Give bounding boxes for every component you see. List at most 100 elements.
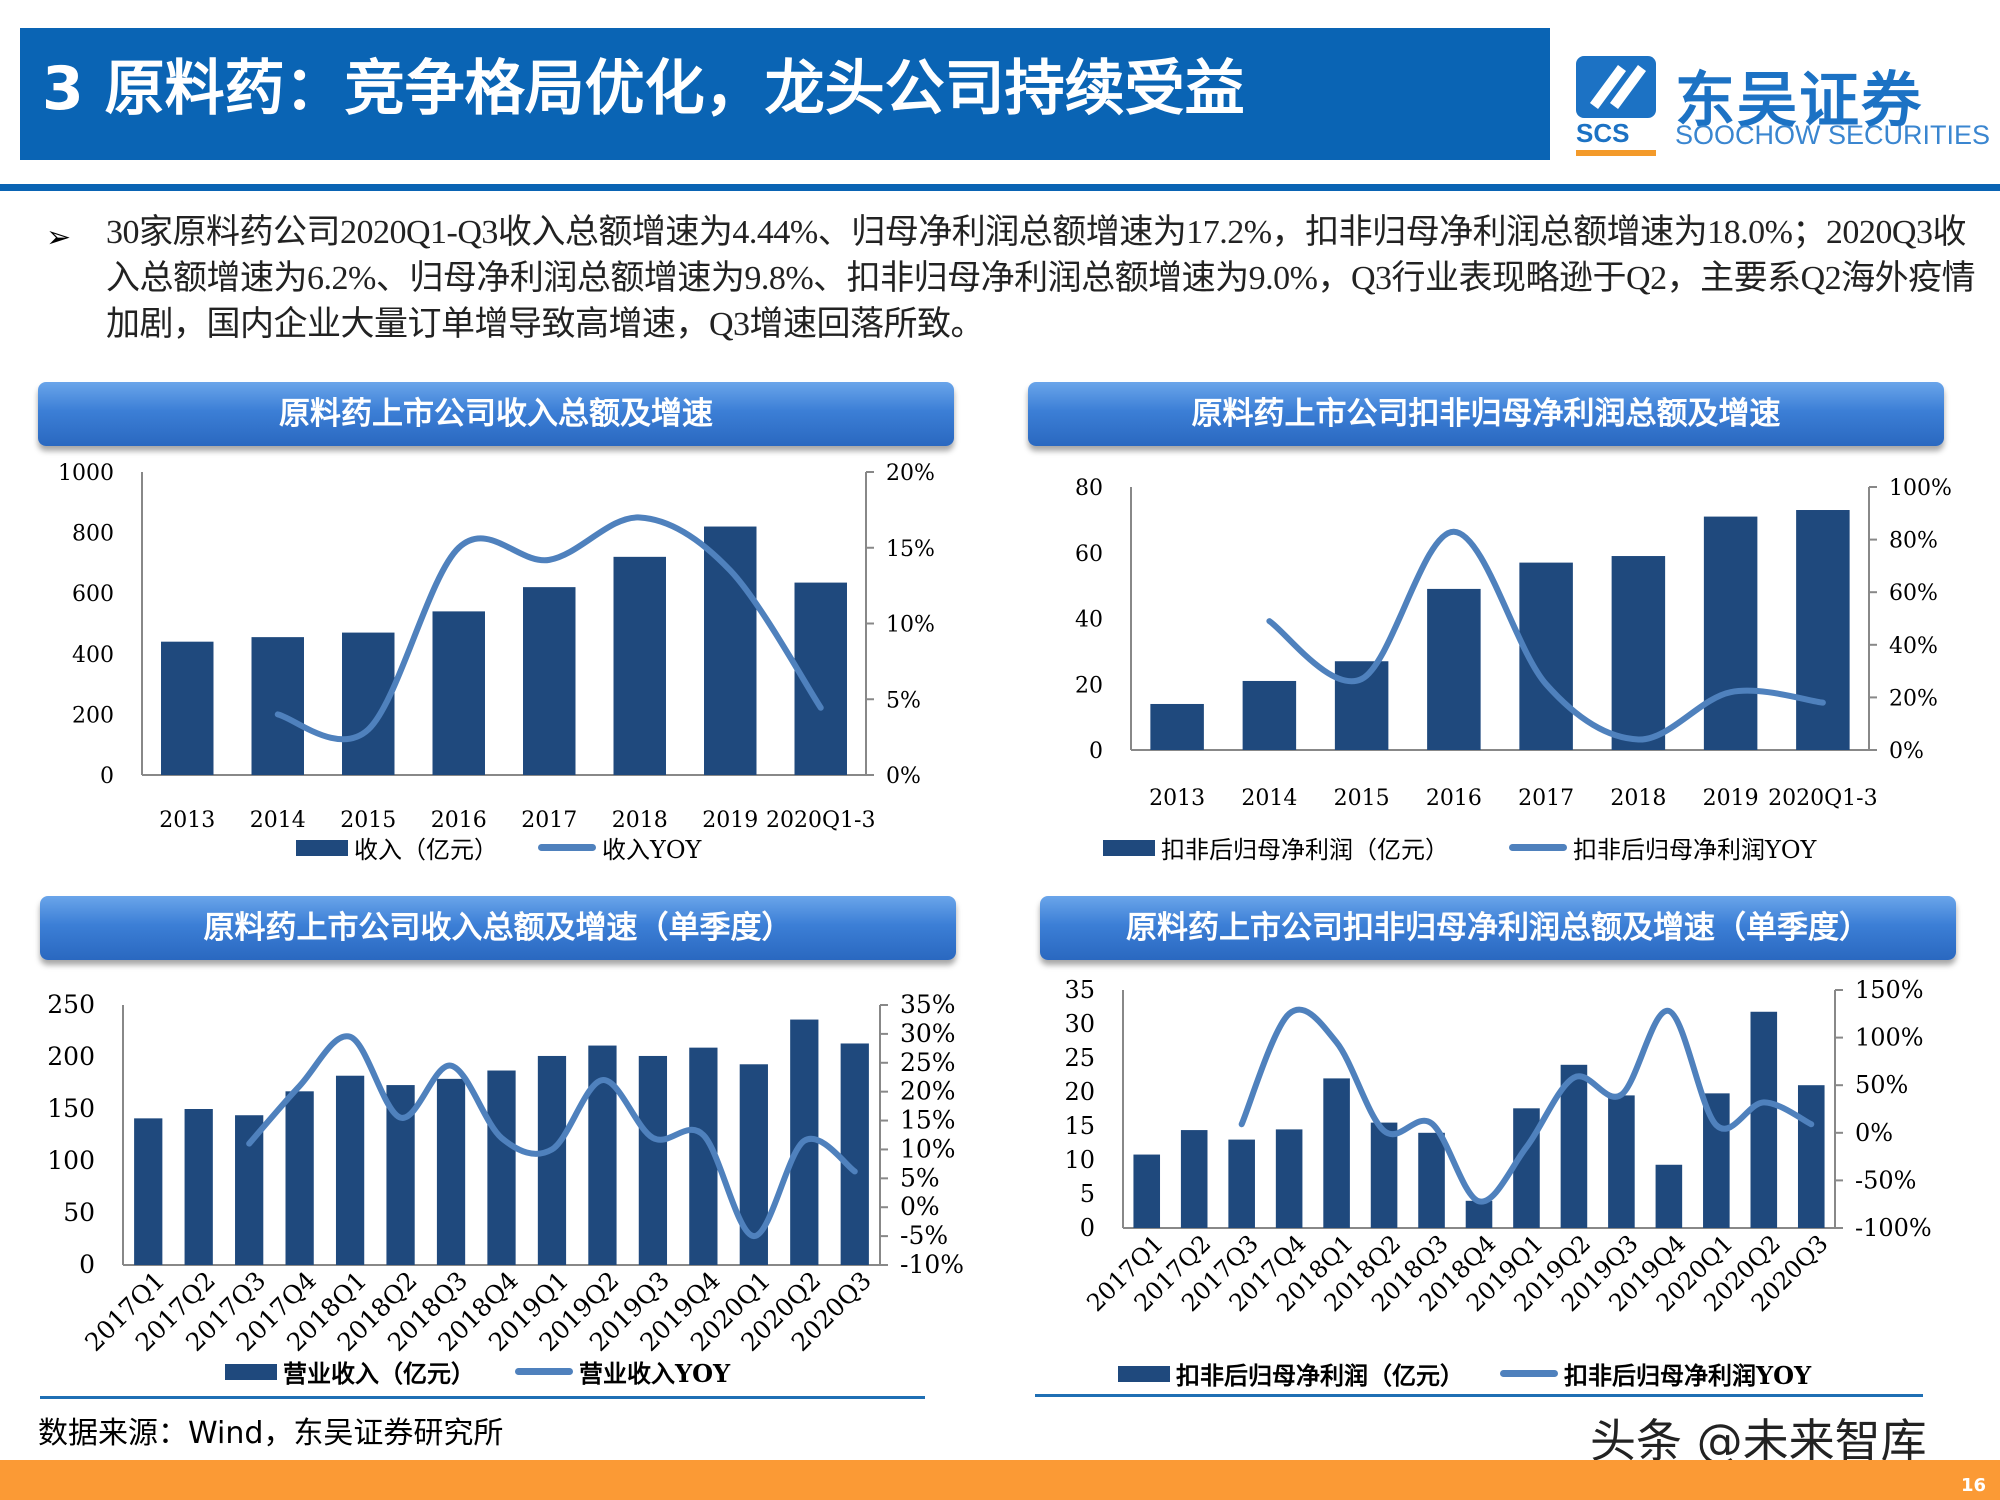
bar — [638, 1055, 668, 1265]
right-tick-label: 20% — [1889, 686, 1938, 711]
bar — [1323, 1078, 1350, 1228]
footer-bar — [0, 1460, 2000, 1500]
bar — [1797, 1085, 1825, 1228]
category-label: 2015 — [340, 808, 396, 833]
right-tick-label: 0% — [1855, 1119, 1893, 1147]
category-label: 2014 — [1241, 786, 1297, 811]
left-tick-label: 50 — [63, 1198, 95, 1227]
bar — [335, 1075, 365, 1265]
page-title: 3 原料药：竞争格局优化，龙头公司持续受益 — [42, 54, 1245, 124]
category-label: 2014 — [250, 808, 306, 833]
right-tick-label: 15% — [886, 537, 935, 562]
left-tick-label: 800 — [72, 522, 114, 547]
bar — [1150, 703, 1204, 750]
left-tick-label: 0 — [1080, 1214, 1095, 1242]
right-tick-label: -10% — [900, 1250, 964, 1279]
chart-title-2: 原料药上市公司扣非归母净利润总额及增速 — [1028, 382, 1944, 446]
bar — [184, 1109, 213, 1265]
left-tick-label: 20 — [1075, 673, 1103, 698]
right-tick-label: -50% — [1855, 1166, 1916, 1194]
chart-title-1: 原料药上市公司收入总额及增速 — [38, 382, 954, 446]
right-tick-label: 20% — [886, 461, 935, 486]
legend-bar-swatch — [225, 1363, 277, 1380]
yoy-line — [274, 514, 824, 743]
left-tick-label: 25 — [1064, 1044, 1095, 1072]
legend-line-swatch — [515, 1368, 573, 1375]
left-tick-label: 250 — [47, 990, 95, 1019]
left-tick-label: 200 — [47, 1042, 95, 1071]
right-tick-label: 60% — [1889, 581, 1938, 606]
bullet-arrow-icon: ➢ — [46, 220, 72, 255]
left-tick-label: 80 — [1075, 476, 1103, 501]
legend-3: 营业收入（亿元） 营业收入YOY — [225, 1354, 730, 1389]
right-tick-label: 35% — [900, 990, 956, 1019]
right-tick-label: 0% — [900, 1192, 940, 1221]
left-tick-label: 30 — [1064, 1010, 1095, 1038]
category-label: 2020Q1-3 — [1768, 786, 1877, 811]
category-label: 2013 — [159, 808, 215, 833]
legend-line-swatch — [1509, 844, 1567, 851]
category-label: 2019 — [702, 808, 758, 833]
right-tick-label: 10% — [886, 613, 935, 638]
bar — [1133, 1154, 1161, 1228]
category-label: 2015 — [1334, 786, 1390, 811]
left-tick-label: 20 — [1064, 1078, 1095, 1106]
legend-bar-label: 扣非后归母净利润（亿元） — [1176, 1361, 1464, 1390]
right-tick-label: 5% — [900, 1163, 940, 1192]
right-tick-label: 50% — [1855, 1071, 1908, 1099]
category-label: 2019 — [1703, 786, 1759, 811]
right-tick-label: 30% — [900, 1019, 956, 1048]
legend-bar-swatch — [296, 839, 348, 856]
right-tick-label: 10% — [900, 1134, 956, 1163]
right-tick-label: 150% — [1855, 976, 1924, 1004]
category-label: 2016 — [1426, 786, 1482, 811]
legend-bar-swatch — [1118, 1365, 1170, 1382]
logo-abbr: SCS — [1576, 118, 1630, 148]
bar — [432, 611, 485, 775]
bar — [487, 1070, 516, 1265]
left-tick-label: 1000 — [58, 461, 114, 486]
right-tick-label: 20% — [900, 1077, 956, 1106]
left-tick-label: 400 — [72, 643, 114, 668]
legend-line-label: 营业收入YOY — [579, 1359, 731, 1388]
left-tick-label: 0 — [79, 1250, 95, 1279]
bar — [1560, 1064, 1588, 1228]
right-tick-label: 0% — [886, 764, 921, 789]
bar — [1513, 1108, 1540, 1228]
bar — [1275, 1129, 1303, 1228]
bar — [1180, 1130, 1208, 1228]
legend-bar-label: 营业收入（亿元） — [283, 1359, 475, 1388]
legend-2: 扣非后归母净利润（亿元） 扣非后归母净利润YOY — [1103, 830, 1816, 865]
category-label: 2017 — [1518, 786, 1574, 811]
bar — [1242, 680, 1297, 750]
left-tick-label: 10 — [1064, 1146, 1095, 1174]
right-tick-label: 40% — [1889, 634, 1938, 659]
left-tick-label: 5 — [1080, 1180, 1095, 1208]
bar — [1608, 1095, 1635, 1228]
bar — [1796, 510, 1850, 750]
left-tick-label: 600 — [72, 582, 114, 607]
watermark: 头条 @未来智库 — [1590, 1414, 1927, 1468]
bar — [1611, 556, 1666, 750]
bar — [251, 637, 304, 775]
bar — [161, 641, 214, 775]
left-tick-label: 15 — [1064, 1112, 1095, 1140]
right-tick-label: 15% — [900, 1106, 956, 1135]
legend-line-label: 扣非后归母净利润YOY — [1564, 1361, 1812, 1390]
data-source: 数据来源：Wind，东吴证券研究所 — [38, 1416, 504, 1451]
category-label: 2018 — [612, 808, 668, 833]
bar — [1465, 1200, 1493, 1228]
bar — [1655, 1164, 1683, 1228]
left-tick-label: 40 — [1075, 608, 1103, 633]
left-tick-label: 100 — [47, 1146, 95, 1175]
left-tick-label: 60 — [1075, 542, 1103, 567]
category-label: 2018 — [1610, 786, 1666, 811]
logo-text-en: SOOCHOW SECURITIES — [1675, 120, 1991, 150]
category-label: 2013 — [1149, 786, 1205, 811]
legend-bar-swatch — [1103, 839, 1155, 856]
legend-line-label: 收入YOY — [602, 836, 702, 864]
right-tick-label: 25% — [900, 1048, 956, 1077]
bar — [285, 1091, 314, 1265]
